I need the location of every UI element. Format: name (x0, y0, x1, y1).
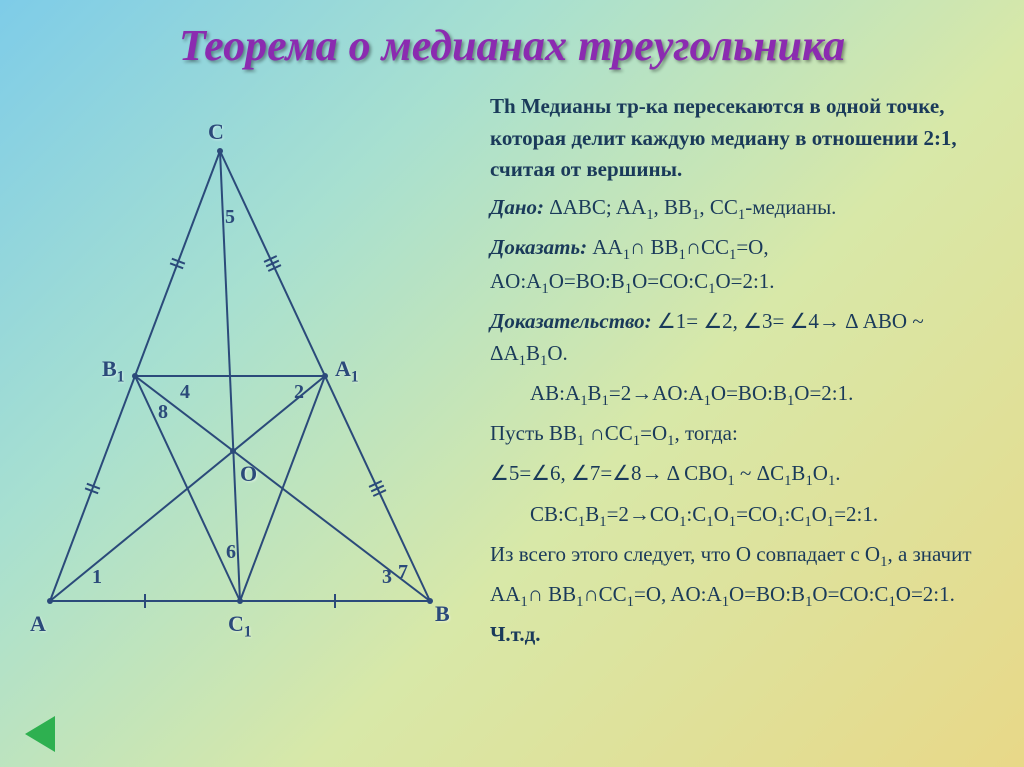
triangle-diagram: A B C A1 B1 C1 O 1 2 3 4 5 6 7 8 (30, 91, 470, 641)
page-title: Теорема о медианах треугольника (0, 0, 1024, 71)
back-arrow-icon[interactable] (25, 716, 55, 752)
theorem-statement: Th Медианы тр-ка пересекаются в одной то… (490, 91, 994, 186)
vertex-label: O (240, 461, 257, 487)
proof-1: AB:A1B1=2→AO:A1O=BO:B1O=2:1. (490, 378, 994, 412)
given-line: Дано: ΔABC; AA1, BB1, CC1-медианы. (490, 192, 994, 226)
proof-4: CB:C1B1=2→CO1:C1O1=CO1:C1O1=2:1. (490, 499, 994, 533)
proof-3: ∠5=∠6, ∠7=∠8→ Δ CBO1 ~ ΔC1B1O1. (490, 458, 994, 492)
proof-line-0: Доказательство: ∠1= ∠2, ∠3= ∠4→ Δ ABO ~ … (490, 306, 994, 372)
angle-label: 4 (180, 381, 190, 404)
prove-label: Доказать: (490, 235, 587, 259)
angle-label: 5 (225, 206, 235, 229)
angle-label: 1 (92, 566, 102, 589)
vertex-label: A (30, 611, 46, 637)
proof-text: Th Медианы тр-ка пересекаются в одной то… (470, 91, 994, 657)
vertex-label: C1 (228, 611, 252, 641)
angle-label: 8 (158, 401, 168, 424)
angle-label: 3 (382, 566, 392, 589)
content-row: A B C A1 B1 C1 O 1 2 3 4 5 6 7 8 Th Медианы тр-ка пере… (0, 71, 1024, 657)
vertex-label: B1 (102, 356, 124, 386)
vertex-label: C (208, 119, 224, 145)
prove-line: Доказать: AA1∩ BB1∩CC1=O, AO:A1O=BO:B1O=… (490, 232, 994, 300)
angle-label: 2 (294, 381, 304, 404)
theorem-prefix: Th (490, 94, 516, 118)
given-text: ΔABC; AA1, BB1, CC1-медианы. (549, 195, 836, 219)
proof-label: Доказательство: (490, 309, 652, 333)
proof-5: Из всего этого следует, что O совпадает … (490, 539, 994, 573)
proof-6: AA1∩ BB1∩CC1=O, AO:A1O=BO:B1O=CO:C1O=2:1… (490, 579, 994, 613)
given-label: Дано: (490, 195, 544, 219)
proof-2: Пусть BB1 ∩CC1=O1, тогда: (490, 418, 994, 452)
vertex-label: A1 (335, 356, 359, 386)
theorem-body: Медианы тр-ка пересекаются в одной точке… (490, 94, 957, 181)
angle-label: 7 (398, 561, 408, 584)
qed: Ч.т.д. (490, 619, 994, 651)
angle-label: 6 (226, 541, 236, 564)
vertex-label: B (435, 601, 450, 627)
